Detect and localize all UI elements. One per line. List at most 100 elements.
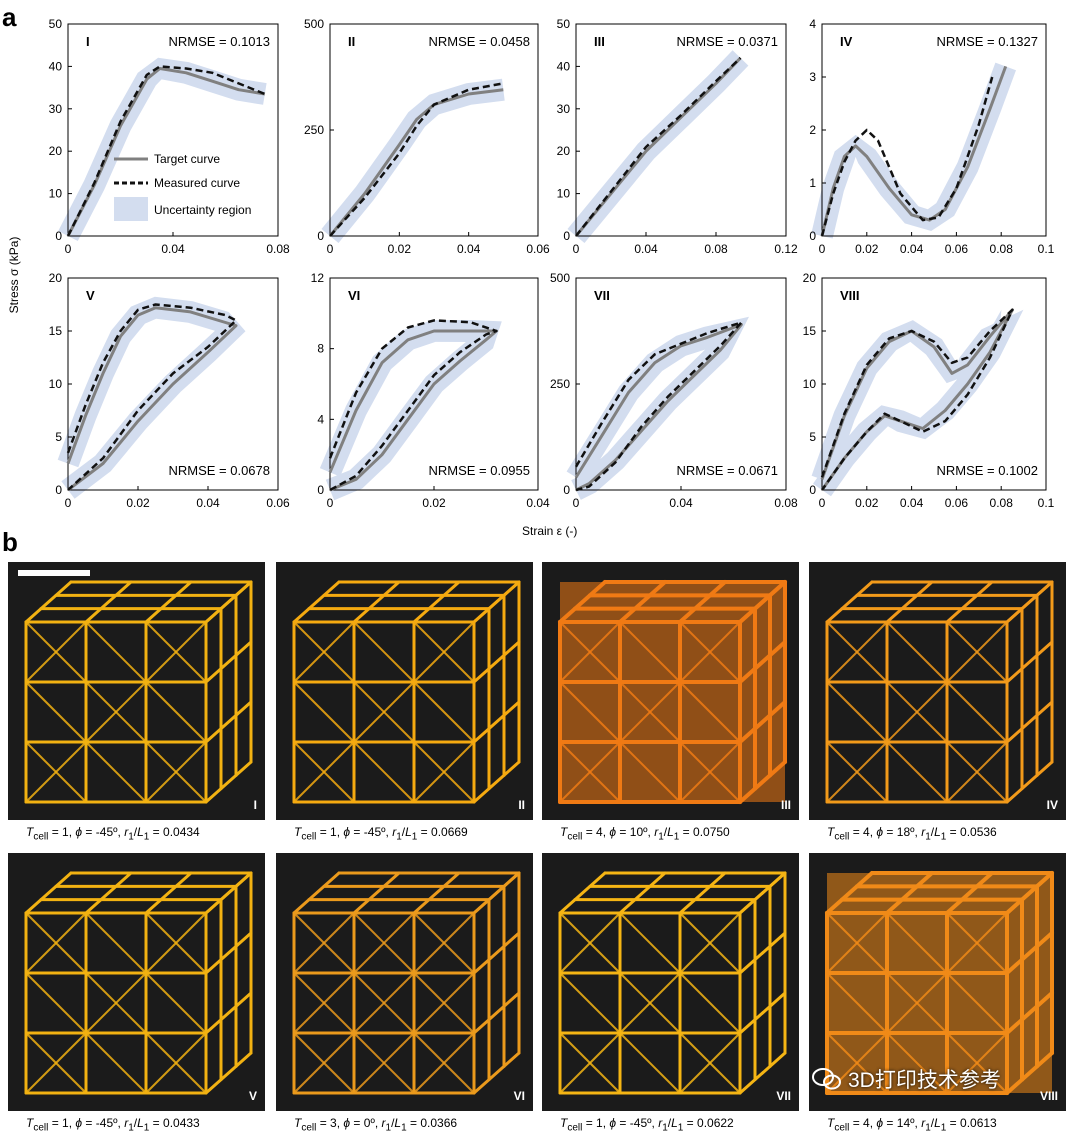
y-tick-label: 4 [317,412,324,426]
photo-VII: VII [542,853,799,1111]
x-tick-label: 0.1 [1038,496,1055,510]
target-curve [820,65,1008,237]
x-tick-label: 0.02 [855,496,879,510]
y-tick-label: 15 [49,324,63,338]
nrmse-label: NRMSE = 0.1002 [936,463,1038,478]
y-tick-label: 3 [809,70,816,84]
x-tick-label: 0.08 [774,496,798,510]
chart-id-label: IV [840,34,853,49]
photo-label: II [518,798,525,812]
y-tick-label: 1 [809,176,816,190]
wechat-icon [812,1068,841,1090]
x-tick-label: 0.06 [526,242,550,256]
nrmse-label: NRMSE = 0.0458 [428,34,530,49]
nrmse-label: NRMSE = 0.0678 [168,463,270,478]
x-tick-label: 0 [327,496,334,510]
plot-frame [821,23,1047,237]
y-tick-label: 500 [304,17,324,31]
x-tick-label: 0.08 [704,242,728,256]
panel-a-label: a [2,2,17,32]
x-tick-label: 0.02 [388,242,412,256]
photo-caption: Tcell = 3, ϕ = 0º, r1/L1 = 0.0366 [294,1116,458,1134]
photo-label: I [253,798,257,812]
x-tick-label: 0 [573,242,580,256]
y-tick-label: 0 [317,229,324,243]
plot-frame [575,23,787,237]
lattice-illustration [8,562,265,820]
target-curve [66,306,238,492]
y-tick-label: 40 [557,59,571,73]
uncertainty-band [321,78,505,243]
x-tick-label: 0.02 [855,242,879,256]
y-tick-label: 0 [55,229,62,243]
x-tick-label: 0.06 [266,496,290,510]
measured-curve [574,321,743,492]
legend-uncertainty-label: Uncertainty region [154,203,251,217]
y-tick-label: 20 [557,144,571,158]
uncertainty-band [566,316,749,500]
measured-curve [820,308,1014,491]
measured-curve [575,56,742,237]
measured-curve [66,65,266,237]
y-tick-label: 0 [563,229,570,243]
chart-VI: 0 4 8 12 0 0.02 0.04 VI NRMSE = 0.0955 [311,271,550,510]
panel-b-label: b [2,527,18,557]
watermark: 3D打印技术参考 [812,1064,1001,1094]
y-tick-label: 0 [55,483,62,497]
photo-caption: Tcell = 1, ϕ = -45º, r1/L1 = 0.0622 [560,1116,734,1134]
x-tick-label: 0.04 [457,242,481,256]
x-tick-label: 0 [819,496,826,510]
y-tick-label: 10 [49,377,63,391]
chart-id-label: II [348,34,355,49]
x-tick-label: 0.12 [774,242,798,256]
photo-caption: Tcell = 4, ϕ = 14º, r1/L1 = 0.0613 [827,1116,997,1134]
photo-III: III [542,562,799,820]
photo-caption: Tcell = 4, ϕ = 18º, r1/L1 = 0.0536 [827,825,997,843]
chart-id-label: VIII [840,288,860,303]
photo-label: IV [1046,798,1058,812]
nrmse-label: NRMSE = 0.1327 [936,34,1038,49]
photo-label: VI [513,1089,525,1103]
y-tick-label: 10 [803,377,817,391]
x-tick-label: 0.04 [526,496,550,510]
y-tick-label: 40 [49,59,63,73]
photo-label: III [780,798,791,812]
photo-label: V [248,1089,257,1103]
y-tick-label: 0 [809,229,816,243]
photo-label: VII [776,1089,791,1103]
legend: Target curve Measured curve Uncertainty re… [114,152,251,221]
chart-id-label: VII [594,288,610,303]
chart-VIII: 0 5 10 15 20 0 0.02 0.04 0.06 0.08 0.1 VIII NRMSE = … [803,271,1055,510]
photo-VIII: VIII [809,853,1066,1111]
photo-label: VIII [1039,1089,1058,1103]
x-tick-label: 0.1 [1038,242,1055,256]
nrmse-label: NRMSE = 0.0671 [676,463,778,478]
target-curve [328,329,498,492]
scale-bar [18,570,90,576]
x-tick-label: 0.06 [945,242,969,256]
y-tick-label: 2 [809,123,816,137]
x-tick-label: 0.04 [161,242,185,256]
legend-band-swatch [114,197,148,221]
measured-curve [820,76,994,237]
x-tick-label: 0 [65,496,72,510]
x-tick-label: 0 [573,496,580,510]
x-tick-label: 0.08 [990,242,1014,256]
x-tick-label: 0.04 [634,242,658,256]
y-tick-label: 5 [809,430,816,444]
y-tick-label: 500 [550,271,570,285]
y-axis-label: Stress σ (kPa) [7,236,21,314]
nrmse-label: NRMSE = 0.0955 [428,463,530,478]
y-tick-label: 10 [557,187,571,201]
photo-caption: Tcell = 1, ϕ = -45º, r1/L1 = 0.0434 [26,825,200,843]
x-tick-label: 0.08 [990,496,1014,510]
y-tick-label: 12 [311,271,325,285]
uncertainty-band [58,57,267,242]
chart-id-label: VI [348,288,360,303]
lattice-illustration [276,853,533,1111]
photo-caption: Tcell = 1, ϕ = -45º, r1/L1 = 0.0669 [294,825,468,843]
chart-IV: 0 1 2 3 4 0 0.02 0.04 0.06 0.08 0.1 IV NRMSE = 0.132… [809,17,1054,256]
y-tick-label: 30 [557,102,571,116]
lattice-illustration [809,853,1066,1111]
